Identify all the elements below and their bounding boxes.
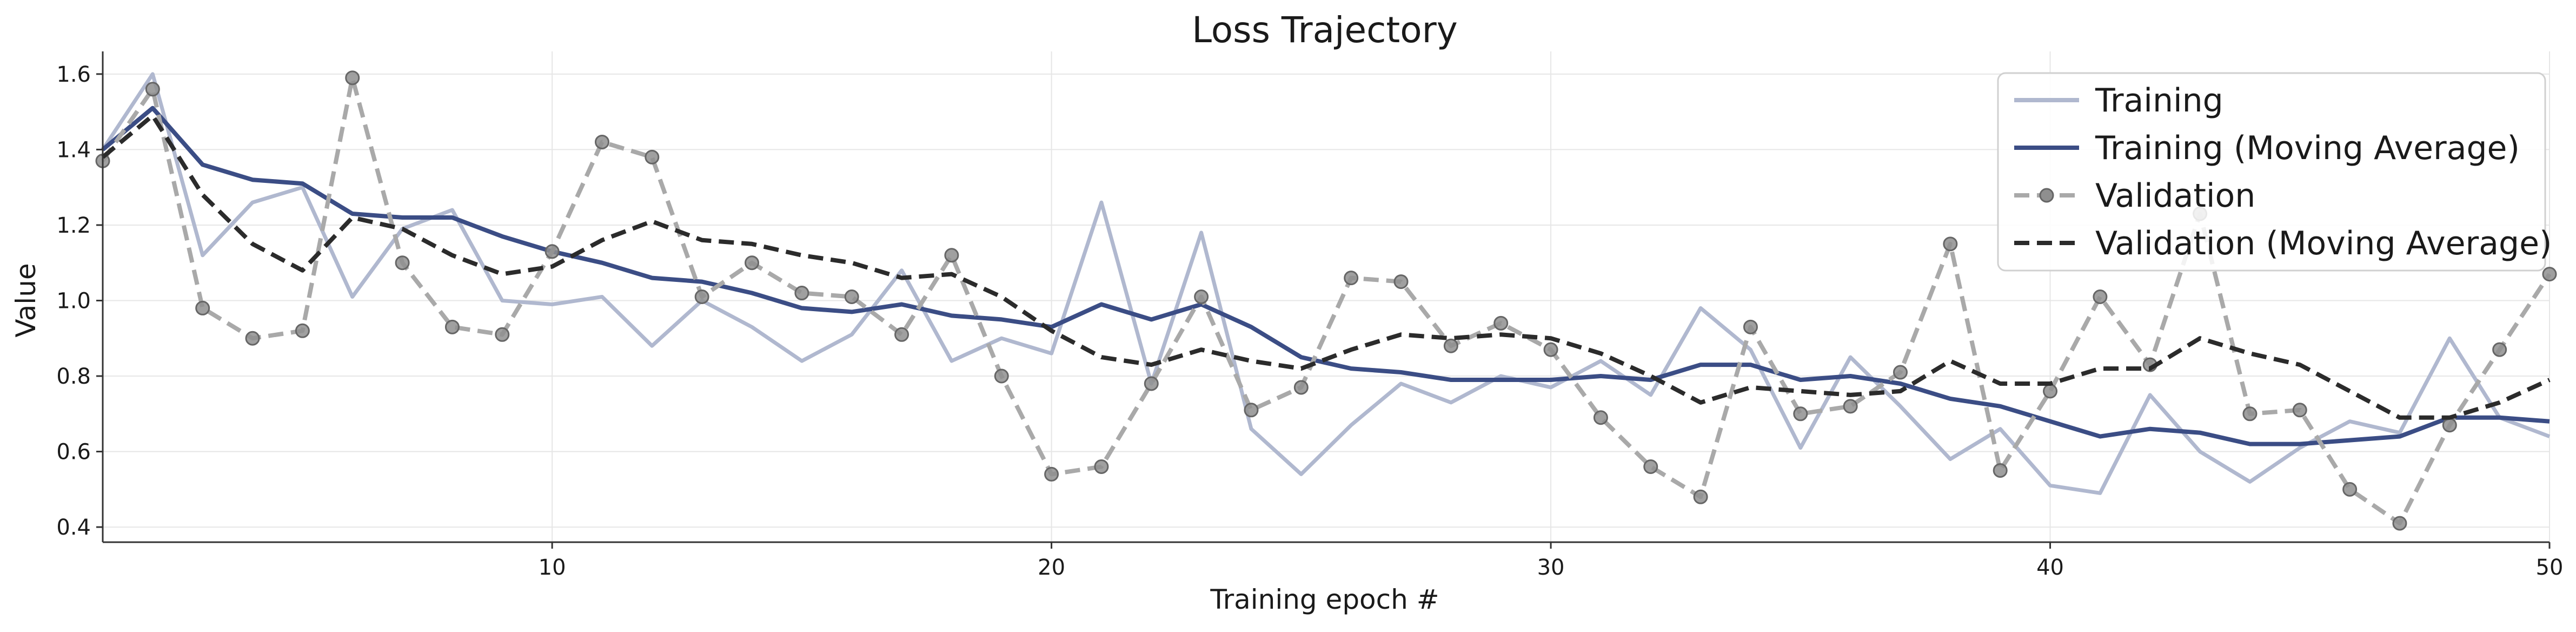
legend-label-3: Validation [2095, 177, 2255, 215]
series-point-3 [2392, 516, 2407, 531]
series-point-3 [195, 300, 210, 315]
series-point-3 [545, 244, 560, 259]
series-point-3 [1793, 406, 1808, 422]
x-tick-label: 20 [1038, 555, 1065, 580]
series-point-3 [1443, 338, 1458, 353]
series-point-3 [2093, 289, 2108, 304]
y-tick-label: 1.2 [56, 213, 91, 238]
series-point-3 [345, 70, 360, 85]
x-tick-label: 40 [2036, 555, 2064, 580]
series-point-3 [1044, 466, 1059, 482]
series-point-3 [1393, 274, 1409, 289]
series-line-1 [101, 72, 2551, 495]
series-point-3 [1244, 403, 1259, 418]
x-tick-label: 10 [539, 555, 566, 580]
series-point-3 [2292, 403, 2307, 418]
legend-label-2: Training (Moving Average) [2095, 129, 2520, 167]
series-point-3 [694, 289, 709, 304]
series-point-3 [2442, 418, 2457, 433]
y-tick-label: 0.4 [56, 515, 91, 540]
series-point-3 [645, 149, 660, 164]
series-point-3 [2043, 384, 2058, 399]
series-point-3 [1094, 459, 1109, 474]
series-point-3 [1743, 319, 1758, 334]
y-tick-label: 1.0 [56, 288, 91, 313]
series-point-3 [594, 134, 609, 149]
series-point-3 [894, 327, 909, 342]
series-point-3 [1993, 463, 2008, 478]
series-point-3 [1194, 289, 1209, 304]
chart-title: Loss Trajectory [1192, 9, 1458, 51]
series-point-3 [2242, 406, 2258, 422]
series-point-3 [1693, 489, 1708, 504]
series-point-3 [1144, 376, 1159, 391]
series-point-3 [1843, 399, 1858, 414]
series-point-3 [844, 289, 859, 304]
series-point-3 [745, 255, 760, 271]
legend-marker-3 [2039, 188, 2054, 203]
series-point-3 [495, 327, 510, 342]
series-point-3 [2492, 342, 2507, 357]
series-point-3 [994, 368, 1009, 384]
x-tick-label: 50 [2536, 555, 2564, 580]
series-point-3 [395, 255, 410, 271]
series-point-3 [2342, 482, 2358, 497]
legend: Training Training (Moving Average) Validat… [1997, 72, 2552, 272]
series-point-3 [794, 286, 809, 301]
series-point-3 [1593, 410, 1608, 425]
series-point-3 [1293, 380, 1309, 395]
series-line-4 [101, 113, 2551, 420]
plot-area [95, 70, 2557, 531]
series-point-3 [1344, 271, 1359, 286]
legend-label-4: Validation (Moving Average) [2095, 225, 2552, 262]
y-tick-label: 1.6 [56, 62, 91, 87]
series-line-2 [101, 106, 2550, 446]
series-point-3 [1543, 342, 1558, 357]
legend-box [1997, 72, 2546, 272]
series-point-3 [145, 82, 160, 97]
x-axis-label: Training epoch # [1210, 584, 1439, 615]
y-axis-label: Value [10, 263, 42, 337]
y-tick-label: 0.8 [56, 364, 91, 389]
y-tick-label: 0.6 [56, 440, 91, 465]
legend-label-1: Training [2095, 82, 2223, 120]
series-point-3 [2542, 267, 2557, 282]
series-point-3 [944, 248, 959, 263]
series-point-3 [1643, 459, 1658, 474]
x-tick-label: 30 [1537, 555, 1565, 580]
y-tick-label: 1.4 [56, 137, 91, 162]
series-point-3 [1493, 315, 1509, 331]
axes [96, 51, 2551, 549]
series-point-3 [245, 331, 260, 346]
series-point-3 [1943, 236, 1958, 252]
series-point-3 [295, 323, 310, 338]
tick-labels: 10 20 30 40 50 0.4 0.6 0.8 1.0 1.2 1.4 1.6 [56, 62, 2563, 580]
series-point-3 [1893, 365, 1908, 380]
series-point-3 [444, 319, 460, 334]
